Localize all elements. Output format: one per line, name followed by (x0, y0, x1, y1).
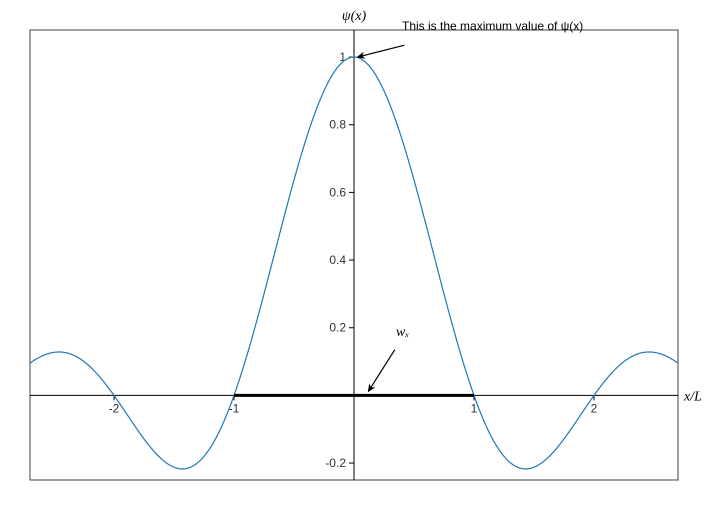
y-tick-label: -0.2 (325, 456, 346, 470)
x-tick-label: -1 (229, 401, 240, 415)
annotation-max-label: This is the maximum value of ψ(x) (402, 19, 583, 33)
x-tick-label: -2 (109, 401, 120, 415)
chart-svg: -2-112-0.20.20.40.60.81ψ(x)x/LThis is th… (0, 0, 728, 507)
y-tick-label: 0.2 (329, 321, 346, 335)
y-axis-label: ψ(x) (342, 9, 367, 24)
y-tick-label: 0.4 (329, 253, 346, 267)
x-axis-label: x/L (683, 389, 702, 404)
x-tick-label: 2 (591, 401, 598, 415)
annotation-wx-label: wₓ (396, 325, 409, 340)
chart-background (0, 0, 728, 507)
y-tick-label: 0.8 (329, 118, 346, 132)
y-tick-label: 0.6 (329, 185, 346, 199)
psi-chart: -2-112-0.20.20.40.60.81ψ(x)x/LThis is th… (0, 0, 728, 507)
